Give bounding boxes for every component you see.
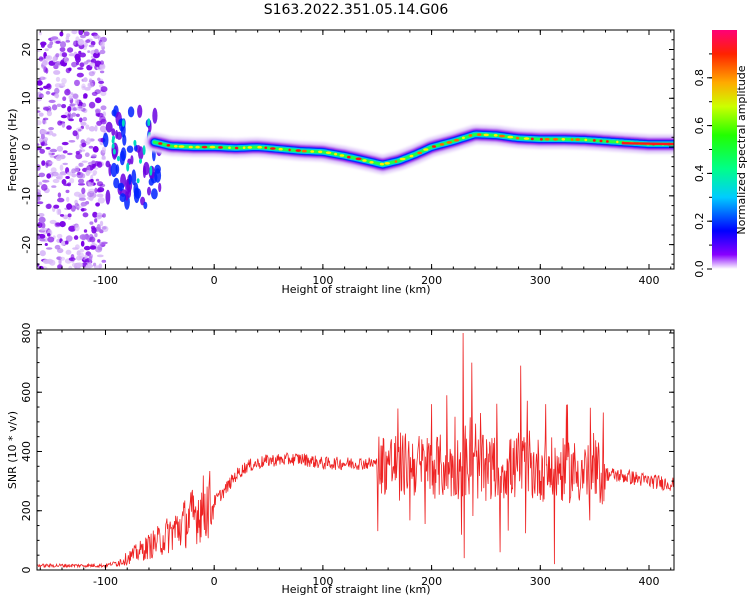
snr-x-tick-label: 200 [421,575,442,588]
spectrogram-x-ticks: -100 0 100 200 300 400 [39,30,672,287]
colorbar-tick-label: 0.8 [693,69,706,87]
colorbar: 0.0 0.2 0.4 0.6 0.8 Normalized spectral ampl… [693,30,748,278]
colorbar-ticks: 0.0 0.2 0.4 0.6 0.8 [693,53,712,278]
spectrogram-x-tick-label: 400 [638,274,659,287]
snr-y-tick-label: 200 [20,500,33,521]
colorbar-tick-label: 0.2 [693,212,706,230]
snr-y-ticks: 0 200 400 600 800 [20,322,674,574]
spectrogram-x-tick-label: 300 [530,274,551,287]
snr-x-label: Height of straight line (km) [281,583,430,596]
snr-x-tick-label: 100 [312,575,333,588]
colorbar-tick-label: 0.0 [693,260,706,278]
spectrogram-frame [36,29,675,270]
colorbar-tick-label: 0.6 [693,117,706,135]
snr-chart: -100 0 100 200 300 400 0 200 400 600 800 Height o… [6,322,675,596]
spectrogram-x-tick-label: 100 [312,274,333,287]
snr-x-ticks: -100 0 100 200 300 400 [39,330,672,588]
spectrogram-x-tick-label: 0 [211,274,218,287]
figure-title: S163.2022.351.05.14.G06 [264,2,449,18]
spectrogram-marks [37,30,674,269]
snr-x-tick-label: 400 [638,575,659,588]
spectrogram-y-tick-label: 20 [20,43,33,57]
spectrogram-y-label: Frequency (Hz) [6,109,19,192]
snr-y-label: SNR (10 * v/v) [6,411,19,489]
colorbar-label: Normalized spectral amplitude [735,65,748,234]
spectrogram-y-tick-label: 10 [20,91,33,105]
snr-plot-area [37,330,674,570]
snr-x-tick-label: 300 [530,575,551,588]
spectrogram-y-tick-label: -10 [20,187,33,205]
spectrogram-y-tick-label: -20 [20,236,33,254]
snr-y-tick-label: 800 [20,322,33,343]
spectrogram-x-tick-label: 200 [421,274,442,287]
snr-frame [36,329,675,571]
snr-x-tick-label: 0 [211,575,218,588]
colorbar-tick-label: 0.4 [693,165,706,183]
snr-y-tick-label: 400 [20,441,33,462]
spectrogram-x-tick-label: -100 [93,274,118,287]
snr-x-tick-label: -100 [93,575,118,588]
spectrogram-y-tick-label: 0 [20,144,33,151]
spectrogram-x-label: Height of straight line (km) [281,283,430,296]
spectrogram-y-ticks: -20 -10 0 10 20 [20,29,674,265]
snr-series-line [37,332,674,569]
snr-y-tick-label: 0 [20,567,33,574]
colorbar-gradient [712,30,737,269]
spectrogram-ridge [144,124,674,175]
snr-y-tick-label: 600 [20,382,33,403]
spectrogram-noise-region [37,30,109,269]
